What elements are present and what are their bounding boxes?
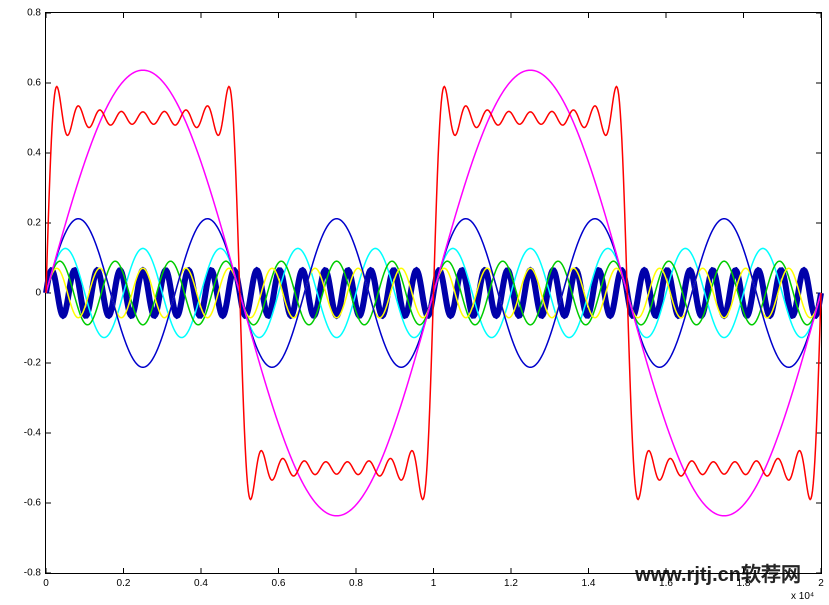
- x-exponent-label: x 10⁴: [791, 591, 814, 602]
- x-tick-label: 1: [431, 578, 437, 589]
- plot-area: -0.8-0.6-0.4-0.200.20.40.60.800.20.40.60…: [45, 12, 822, 574]
- x-tick-label: 0.6: [272, 578, 286, 589]
- x-tick-label: 1.2: [504, 578, 518, 589]
- y-tick-label: 0.8: [27, 8, 41, 19]
- x-tick-label: 0.2: [117, 578, 131, 589]
- series-svg: [46, 13, 821, 573]
- y-tick-label: -0.6: [24, 498, 41, 509]
- x-tick-label: 0.8: [349, 578, 363, 589]
- x-tick-label: 0: [43, 578, 49, 589]
- x-tick-label: 1.4: [582, 578, 596, 589]
- y-tick-label: 0.4: [27, 148, 41, 159]
- chart-container: -0.8 -0.6 -0.4 -0.2 0 0.2 0.4 0.6 0.8 0 0.2 0.4 0.6 0…: [0, 0, 829, 605]
- y-tick-label: -0.8: [24, 568, 41, 579]
- y-tick-label: 0.6: [27, 78, 41, 89]
- y-tick-label: -0.4: [24, 428, 41, 439]
- x-tick-label: 0.4: [194, 578, 208, 589]
- x-tick-label: 2: [818, 578, 824, 589]
- watermark-text: www.rjtj.cn软荐网: [635, 558, 801, 587]
- y-tick-label: 0: [35, 288, 41, 299]
- y-tick-label: -0.2: [24, 358, 41, 369]
- y-tick-label: 0.2: [27, 218, 41, 229]
